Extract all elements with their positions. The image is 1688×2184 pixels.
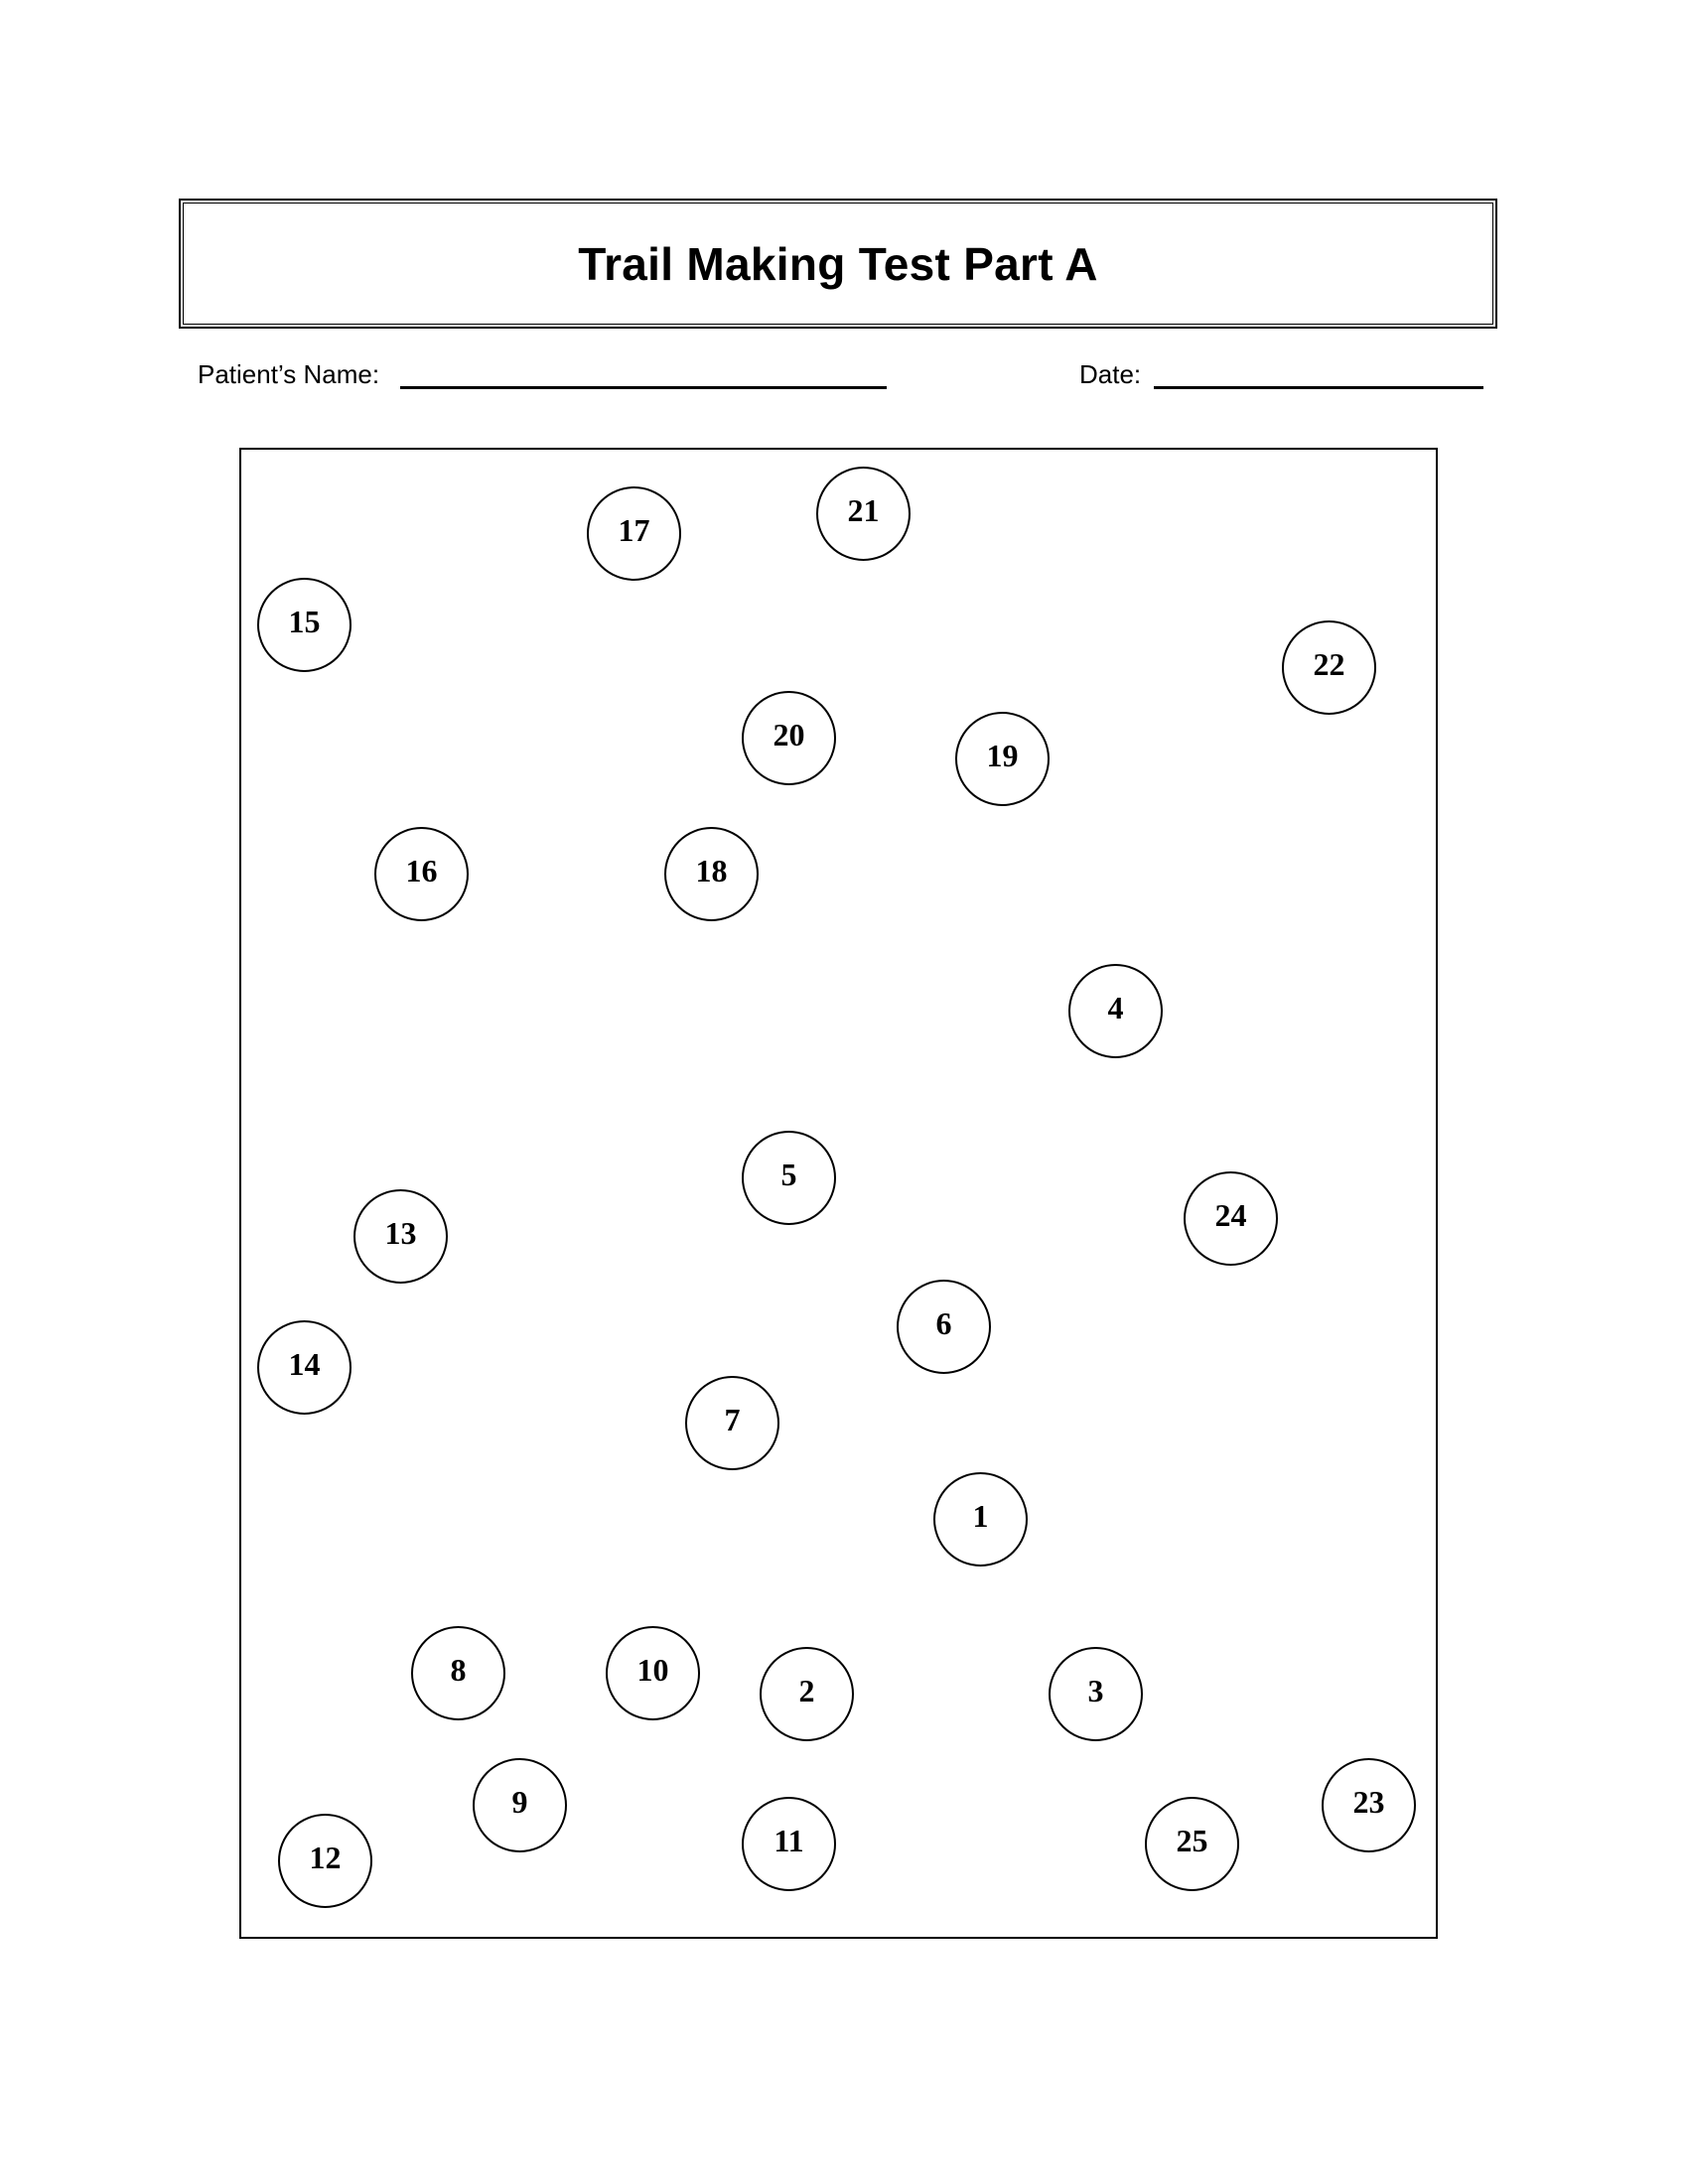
- circle-label: 10: [636, 1652, 669, 1688]
- title-box: Trail Making Test Part A: [179, 199, 1497, 329]
- circle-label: 18: [695, 853, 728, 888]
- circle-6[interactable]: 6: [897, 1280, 991, 1374]
- circle-7[interactable]: 7: [685, 1376, 779, 1470]
- circle-1[interactable]: 1: [933, 1472, 1028, 1567]
- circle-22[interactable]: 22: [1282, 620, 1376, 715]
- circle-8[interactable]: 8: [411, 1626, 505, 1720]
- circle-label: 16: [405, 853, 438, 888]
- circle-label: 7: [724, 1402, 741, 1437]
- patient-name-field[interactable]: [400, 386, 887, 389]
- circle-label: 3: [1087, 1673, 1104, 1708]
- circle-2[interactable]: 2: [760, 1647, 854, 1741]
- circle-label: 15: [288, 604, 321, 639]
- page-title: Trail Making Test Part A: [578, 237, 1098, 290]
- circle-label: 21: [847, 492, 880, 528]
- circle-24[interactable]: 24: [1184, 1171, 1278, 1266]
- circle-20[interactable]: 20: [742, 691, 836, 785]
- circle-label: 8: [450, 1652, 467, 1688]
- circle-16[interactable]: 16: [374, 827, 469, 921]
- test-area[interactable]: [239, 448, 1438, 1939]
- circle-label: 14: [288, 1346, 321, 1382]
- circle-label: 9: [511, 1784, 528, 1820]
- circle-3[interactable]: 3: [1049, 1647, 1143, 1741]
- circle-14[interactable]: 14: [257, 1320, 352, 1415]
- circle-9[interactable]: 9: [473, 1758, 567, 1852]
- circle-17[interactable]: 17: [587, 486, 681, 581]
- circle-19[interactable]: 19: [955, 712, 1050, 806]
- patient-name-label: Patient’s Name:: [198, 359, 380, 389]
- circle-label: 23: [1352, 1784, 1385, 1820]
- circle-label: 11: [774, 1823, 804, 1858]
- date-field[interactable]: [1154, 386, 1483, 389]
- circle-10[interactable]: 10: [606, 1626, 700, 1720]
- circle-label: 12: [309, 1840, 342, 1875]
- circle-label: 24: [1214, 1197, 1247, 1233]
- circle-label: 5: [780, 1157, 797, 1192]
- circle-label: 1: [972, 1498, 989, 1534]
- circle-label: 22: [1313, 646, 1345, 682]
- circle-13[interactable]: 13: [353, 1189, 448, 1284]
- circle-11[interactable]: 11: [742, 1797, 836, 1891]
- circle-label: 17: [618, 512, 650, 548]
- circle-21[interactable]: 21: [816, 467, 911, 561]
- circle-label: 25: [1176, 1823, 1208, 1858]
- date-label: Date:: [1079, 359, 1142, 389]
- circle-5[interactable]: 5: [742, 1131, 836, 1225]
- circle-18[interactable]: 18: [664, 827, 759, 921]
- circle-12[interactable]: 12: [278, 1814, 372, 1908]
- circle-label: 2: [798, 1673, 815, 1708]
- circle-4[interactable]: 4: [1068, 964, 1163, 1058]
- circle-label: 20: [773, 717, 805, 752]
- circle-label: 4: [1107, 990, 1124, 1025]
- circle-15[interactable]: 15: [257, 578, 352, 672]
- circle-25[interactable]: 25: [1145, 1797, 1239, 1891]
- circle-label: 13: [384, 1215, 417, 1251]
- circle-label: 19: [986, 738, 1019, 773]
- circle-label: 6: [935, 1305, 952, 1341]
- circle-23[interactable]: 23: [1322, 1758, 1416, 1852]
